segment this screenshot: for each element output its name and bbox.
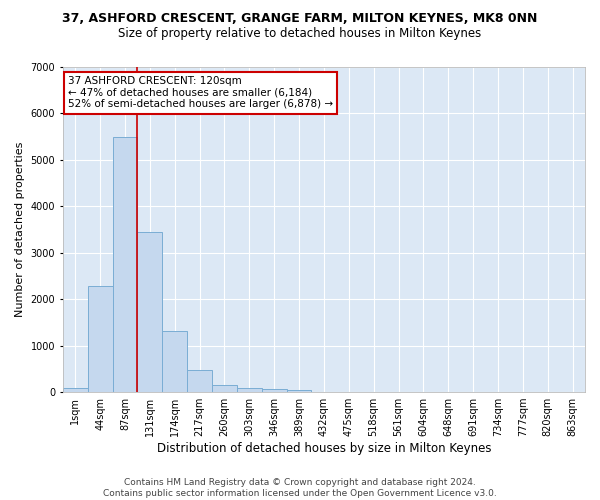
Bar bbox=[137, 232, 162, 392]
Text: Size of property relative to detached houses in Milton Keynes: Size of property relative to detached ho… bbox=[118, 28, 482, 40]
Bar bbox=[187, 370, 212, 392]
Bar bbox=[237, 388, 262, 392]
Text: Contains HM Land Registry data © Crown copyright and database right 2024.
Contai: Contains HM Land Registry data © Crown c… bbox=[103, 478, 497, 498]
Bar bbox=[287, 390, 311, 392]
Y-axis label: Number of detached properties: Number of detached properties bbox=[15, 142, 25, 317]
Bar bbox=[212, 385, 237, 392]
Bar bbox=[88, 286, 113, 392]
Bar bbox=[262, 390, 287, 392]
X-axis label: Distribution of detached houses by size in Milton Keynes: Distribution of detached houses by size … bbox=[157, 442, 491, 455]
Bar bbox=[113, 137, 137, 392]
Text: 37 ASHFORD CRESCENT: 120sqm
← 47% of detached houses are smaller (6,184)
52% of : 37 ASHFORD CRESCENT: 120sqm ← 47% of det… bbox=[68, 76, 333, 110]
Text: 37, ASHFORD CRESCENT, GRANGE FARM, MILTON KEYNES, MK8 0NN: 37, ASHFORD CRESCENT, GRANGE FARM, MILTO… bbox=[62, 12, 538, 26]
Bar bbox=[162, 331, 187, 392]
Bar bbox=[63, 388, 88, 392]
